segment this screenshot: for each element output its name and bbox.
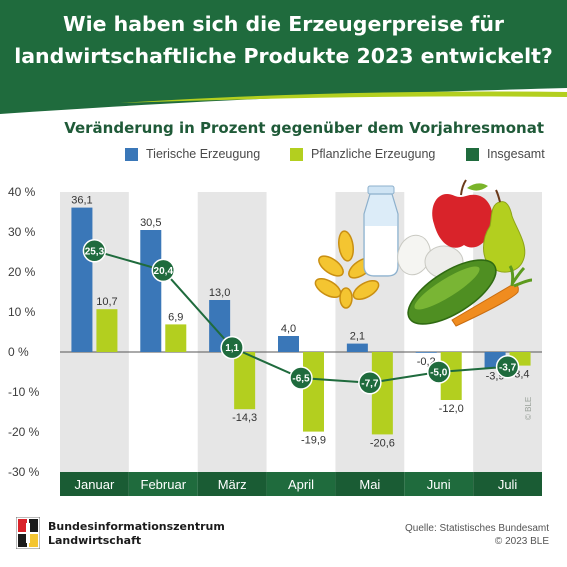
bar-value-label: 30,5 [140,217,161,229]
y-tick-label: -10 % [8,385,40,399]
bar-value-label: 6,9 [168,311,183,323]
y-tick-label: 20 % [8,265,36,279]
legend-item-insgesamt: Insgesamt [466,147,545,161]
org-line-2: Landwirtschaft [48,534,142,547]
bar-value-label: -12,0 [439,403,464,415]
total-value-label: 1,1 [225,343,239,354]
month-stripe [60,192,129,472]
title-line-1: Wie haben sich die Erzeugerpreise für [62,12,505,36]
apple-icon [432,179,493,248]
total-value-label: 20,4 [154,266,174,277]
title-line-2: landwirtschaftliche Produkte 2023 entwic… [14,44,553,68]
legend-swatch-darkgreen [466,147,479,161]
cucumber-icon [407,259,497,325]
y-tick-label: 40 % [8,185,36,199]
y-axis: 40 % 30 % 20 % 10 % 0 % -10 % -20 % -30 % [8,185,542,479]
source-text: Quelle: Statistisches Bundesamt [405,523,549,534]
bar-value-label: 36,1 [71,195,92,207]
bar-tierische [71,207,93,352]
y-tick-label: -30 % [8,465,40,479]
total-point [151,258,176,283]
bar-tierische [140,230,162,352]
month-axis: Januar Februar März April Mai Juni Juli [60,472,542,496]
bar-value-label: -14,3 [232,412,257,424]
month-label: Juli [498,477,518,492]
month-cell [197,472,267,496]
org-line-1: Bundesinformationszentrum [48,520,225,533]
total-point [495,355,520,379]
total-line-layer: 25,3 20,4 1,1 -6,5 -7,7 -5,0 -3,7 [82,239,520,395]
bar-value-label: -19,9 [301,435,326,447]
month-cell [335,472,405,496]
y-tick-label: 0 % [8,345,29,359]
chart-subtitle: Veränderung in Prozent gegenüber dem Vor… [64,119,544,137]
total-point [289,366,313,390]
footer-organization: Bundesinformationszentrum Landwirtschaft [48,520,225,548]
ble-logo-icon [16,517,40,549]
vertical-copyright: © BLE [524,396,533,420]
header-banner: Wie haben sich die Erzeugerpreise für la… [0,0,567,115]
legend-label-insgesamt: Insgesamt [487,147,545,161]
month-cell [404,472,474,496]
legend-label-pflanzliche: Pflanzliche Erzeugung [311,147,436,161]
bar-value-label: 2,1 [350,331,365,343]
month-label: Januar [75,477,115,492]
produce-illustration [314,179,533,327]
month-label: April [288,477,314,492]
total-value-label: -3,7 [499,362,517,373]
total-point [82,239,107,263]
bar-tierische [346,343,368,352]
month-cell [128,472,198,496]
bar-pflanzliche [165,324,187,352]
total-point [426,360,451,384]
month-label: Juni [427,477,451,492]
month-label: Mai [359,477,380,492]
total-value-label: -5,0 [430,368,448,379]
bar-pflanzliche [234,352,256,410]
y-tick-label: -20 % [8,425,40,439]
legend-swatch-blue [125,147,138,161]
milk-bottle-icon [363,185,399,277]
total-point [220,335,244,360]
bars-layer [71,207,531,435]
y-tick-label: 30 % [8,225,36,239]
legend-item-pflanzliche-erzeugung: Pflanzliche Erzeugung [290,147,435,161]
month-cell [473,472,542,496]
bar-tierische [415,352,437,353]
bar-tierische [278,336,299,352]
legend-swatch-green [290,147,303,161]
month-label: März [218,477,247,492]
bar-pflanzliche [96,309,118,352]
bar-value-label: -20,6 [370,437,395,449]
month-cell [266,472,336,496]
bar-pflanzliche [371,352,393,435]
footer-source: Quelle: Statistisches Bundesamt © 2023 B… [405,522,549,548]
y-tick-label: 10 % [8,305,36,319]
bar-pflanzliche [303,352,324,432]
header-background [0,0,567,114]
legend-label-tierische: Tierische Erzeugung [146,147,261,161]
total-value-label: 25,3 [85,246,105,257]
total-value-label: -7,7 [361,378,379,389]
bar-value-label: 10,7 [96,296,117,308]
bar-labels-layer: 36,1 10,7 30,5 6,9 13,0 -14,3 4,0 -19,9 2,1 -20,6… [71,195,529,450]
legend-item-tierische-erzeugung: Tierische Erzeugung [125,147,260,161]
bar-value-label: 4,0 [281,323,296,335]
total-value-label: -6,5 [292,374,310,385]
carrot-icon [451,265,533,327]
month-label: Februar [141,477,187,492]
copyright-text: © 2023 BLE [494,536,549,547]
month-cell [60,472,129,496]
bar-value-label: 13,0 [209,287,230,299]
total-point [358,371,382,395]
page-title: Wie haben sich die Erzeugerpreise für la… [0,8,567,72]
month-stripe [197,192,267,472]
